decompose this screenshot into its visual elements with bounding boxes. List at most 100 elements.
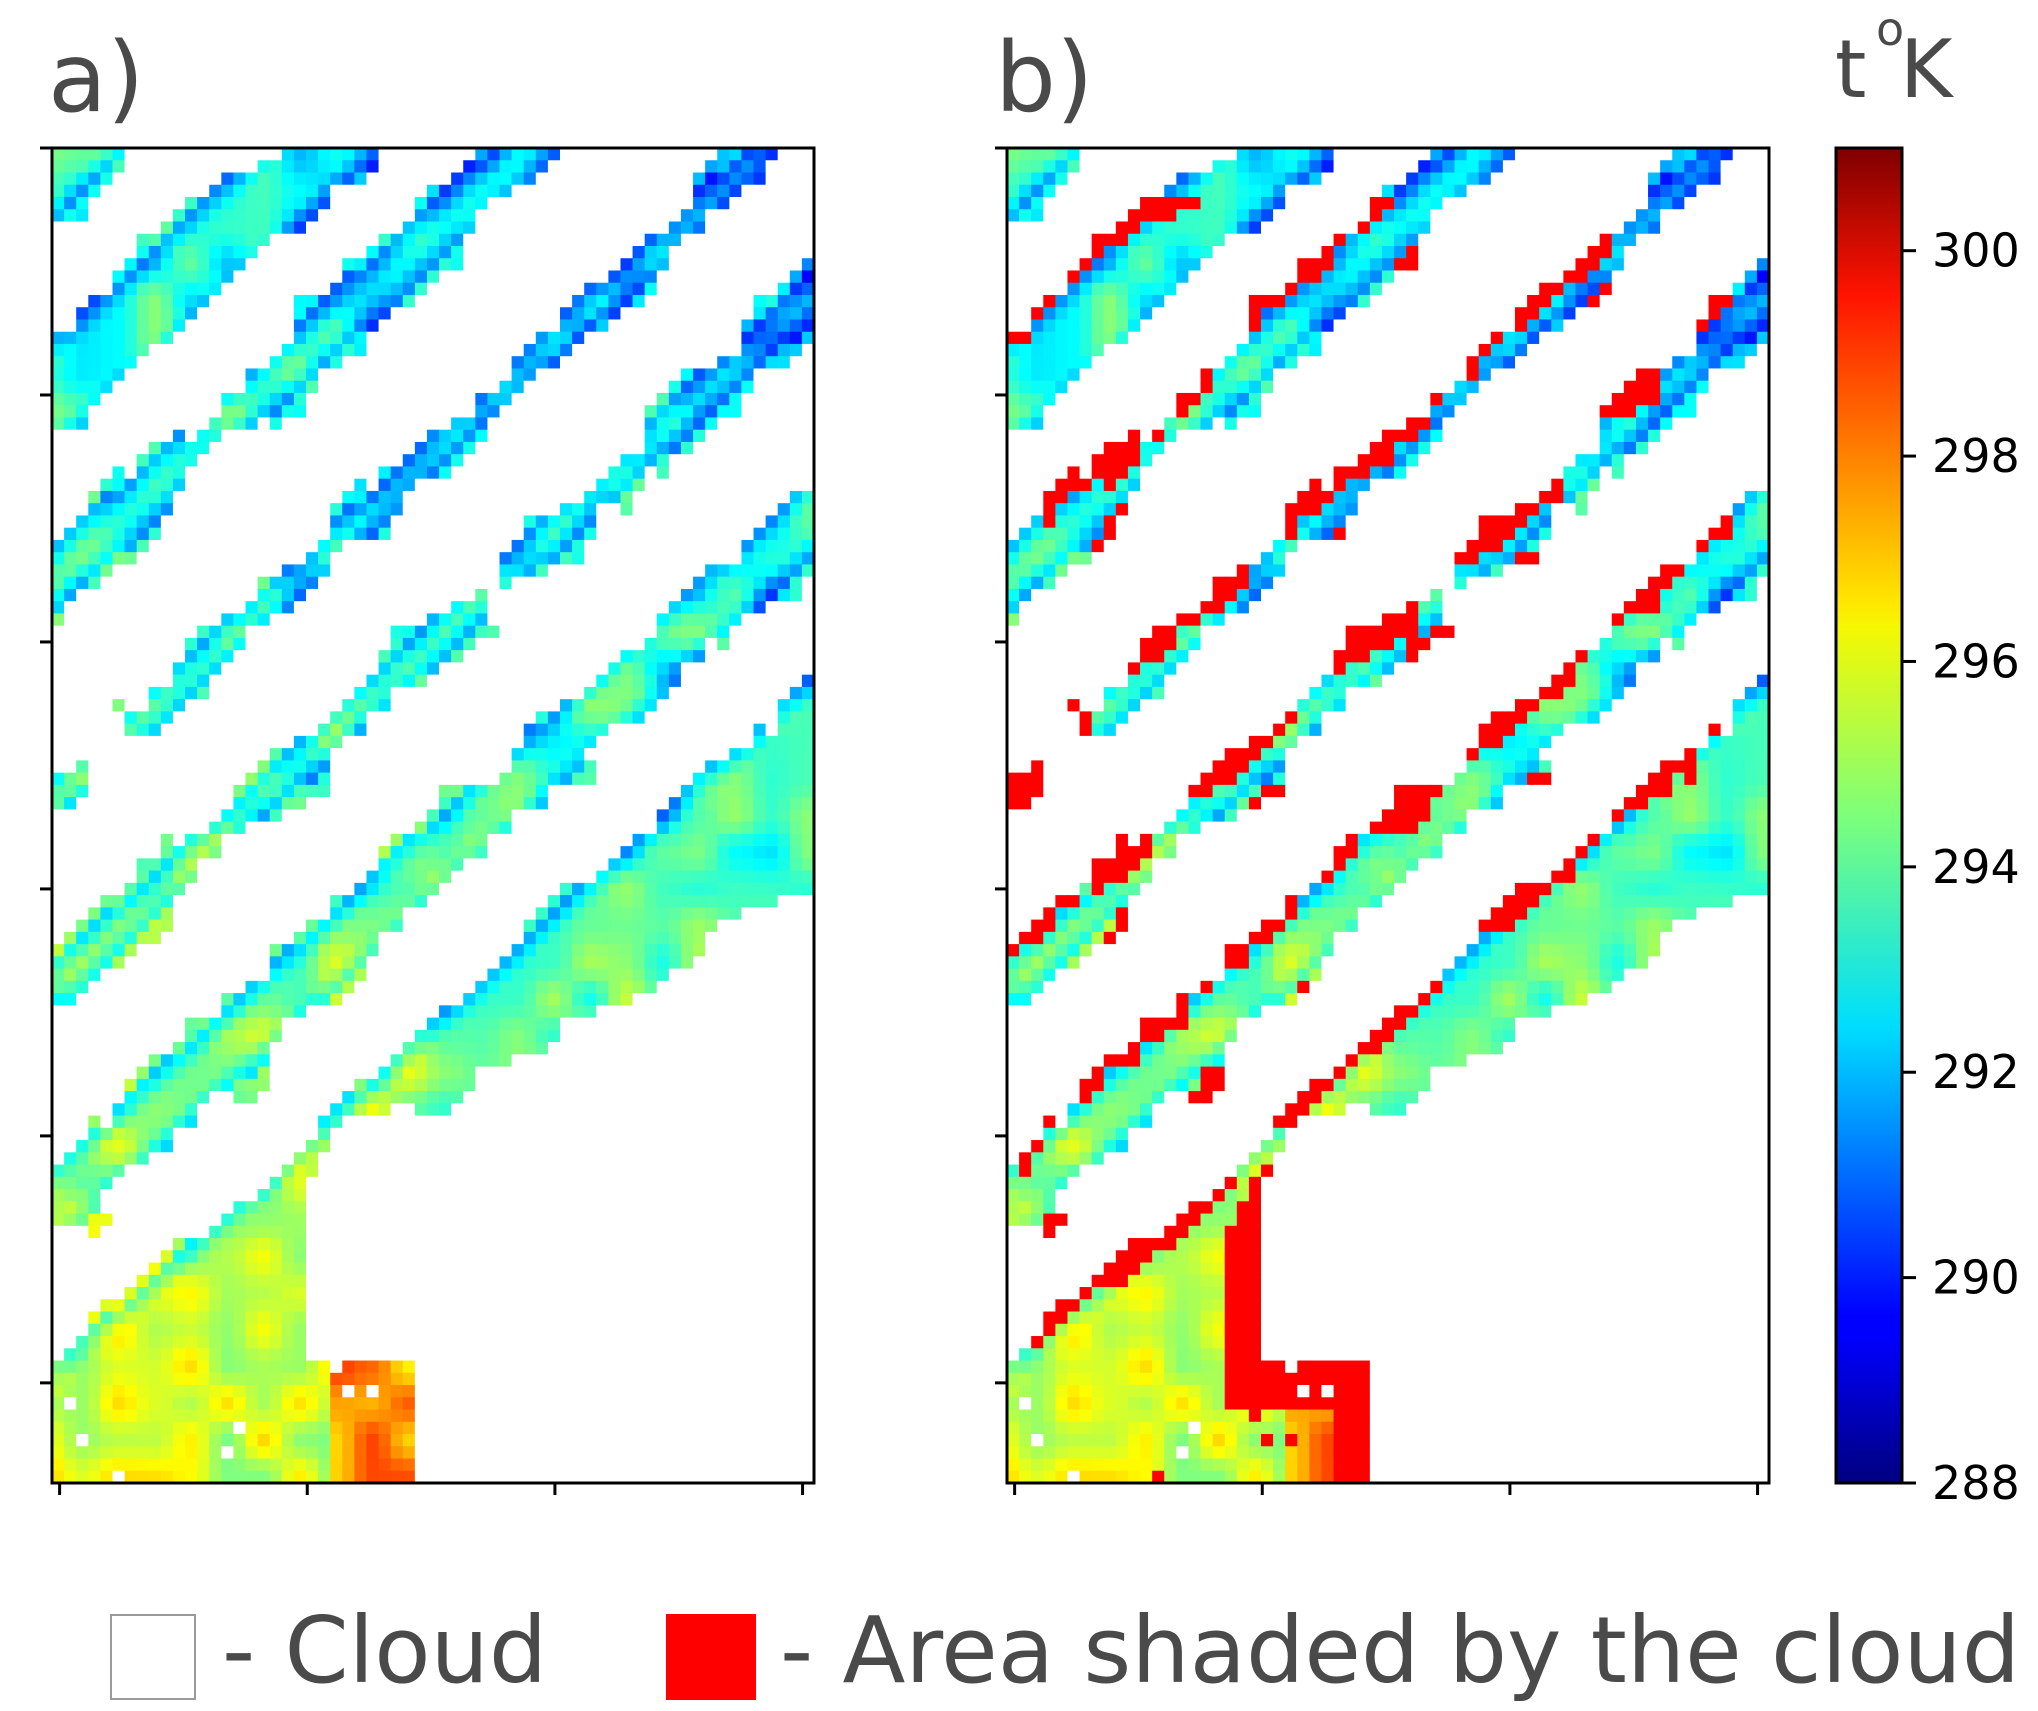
heatmap-cell — [76, 625, 89, 639]
heatmap-cell — [693, 503, 706, 517]
heatmap-cell — [596, 405, 609, 419]
heatmap-cell — [185, 196, 198, 210]
heatmap-cell — [656, 160, 670, 174]
heatmap-cell — [136, 956, 150, 970]
heatmap-cell — [136, 270, 150, 284]
heatmap-cell — [354, 723, 368, 737]
heatmap-cell — [64, 343, 77, 357]
heatmap-cell — [789, 833, 803, 847]
heatmap-cell — [608, 674, 622, 688]
heatmap-cell — [487, 833, 501, 847]
heatmap-cell — [680, 601, 694, 615]
heatmap-cell — [680, 1103, 694, 1117]
heatmap-cell — [136, 441, 150, 455]
heatmap-cell — [330, 968, 343, 982]
heatmap-cell — [306, 968, 319, 982]
heatmap-cell — [729, 417, 743, 431]
heatmap-cell — [124, 662, 138, 676]
heatmap-cell — [318, 527, 331, 541]
heatmap-cell — [245, 625, 259, 639]
heatmap-cell — [741, 588, 755, 602]
heatmap-cell — [233, 980, 247, 994]
heatmap-cell — [197, 294, 210, 308]
heatmap-cell — [801, 503, 815, 517]
heatmap-cell — [88, 343, 101, 357]
heatmap-cell — [52, 613, 65, 627]
heatmap-cell — [475, 821, 489, 835]
heatmap-cell — [596, 319, 609, 333]
heatmap-cell — [487, 980, 501, 994]
heatmap-cell — [741, 650, 755, 664]
heatmap-cell — [668, 625, 682, 639]
heatmap-cell — [366, 772, 380, 786]
heatmap-cell — [777, 686, 791, 700]
heatmap-cell — [717, 601, 730, 615]
heatmap-cell — [693, 184, 706, 198]
heatmap-cell — [124, 454, 138, 468]
heatmap-cell — [608, 797, 622, 810]
heatmap-cell — [535, 576, 549, 590]
heatmap-cell — [318, 331, 331, 345]
heatmap-cell — [172, 748, 186, 761]
heatmap-cell — [620, 221, 634, 235]
heatmap-cell — [88, 172, 101, 186]
heatmap-cell — [426, 944, 440, 957]
heatmap-cell — [463, 846, 476, 859]
heatmap-cell — [511, 282, 525, 296]
heatmap-cell — [777, 454, 791, 468]
heatmap-cell — [596, 858, 609, 872]
heatmap-cell — [76, 1005, 89, 1019]
heatmap-cell — [366, 588, 380, 602]
heatmap-cell — [523, 1017, 537, 1031]
heatmap-cell — [124, 331, 138, 345]
heatmap-cell — [535, 833, 549, 847]
heatmap-cell — [668, 968, 682, 982]
heatmap-cell — [366, 1103, 380, 1117]
heatmap-cell — [717, 209, 730, 223]
heatmap-cell — [197, 148, 210, 161]
heatmap-cell — [281, 503, 295, 517]
heatmap-cell — [148, 429, 162, 443]
heatmap-cell — [620, 858, 634, 872]
heatmap-cell — [439, 196, 452, 210]
heatmap-cell — [680, 1091, 694, 1104]
heatmap-cell — [233, 282, 247, 296]
heatmap-cell — [547, 968, 561, 982]
heatmap-cell — [705, 564, 718, 578]
heatmap-cell — [511, 503, 525, 517]
heatmap-cell — [426, 833, 440, 847]
heatmap-cell — [765, 919, 779, 933]
heatmap-cell — [257, 160, 271, 174]
heatmap-cell — [535, 625, 549, 639]
heatmap-cell — [644, 392, 658, 406]
heatmap-cell — [547, 515, 561, 529]
heatmap-cell — [499, 1091, 513, 1104]
heatmap-cell — [257, 686, 271, 700]
heatmap-cell — [342, 858, 355, 872]
heatmap-cell — [717, 466, 730, 480]
heatmap-cell — [765, 980, 779, 994]
heatmap-cell — [801, 539, 815, 553]
heatmap-cell — [426, 748, 440, 761]
heatmap-cell — [148, 833, 162, 847]
heatmap-cell — [342, 405, 355, 419]
heatmap-cell — [777, 784, 791, 798]
heatmap-cell — [76, 552, 89, 566]
heatmap-cell — [88, 1115, 101, 1129]
heatmap-cell — [753, 601, 767, 615]
heatmap-cell — [487, 748, 501, 761]
heatmap-cell — [197, 196, 210, 210]
heatmap-cell — [342, 993, 355, 1006]
heatmap-cell — [390, 588, 404, 602]
heatmap-cell — [426, 356, 440, 370]
heatmap-cell — [572, 895, 585, 908]
heatmap-cell — [547, 343, 561, 357]
heatmap-cell — [366, 209, 380, 223]
heatmap-cell — [789, 931, 803, 945]
heatmap-cell — [88, 527, 101, 541]
heatmap-cell — [523, 221, 537, 235]
heatmap-cell — [257, 833, 271, 847]
heatmap-cell — [306, 907, 319, 921]
heatmap-cell — [705, 882, 718, 896]
heatmap-cell — [293, 417, 307, 431]
